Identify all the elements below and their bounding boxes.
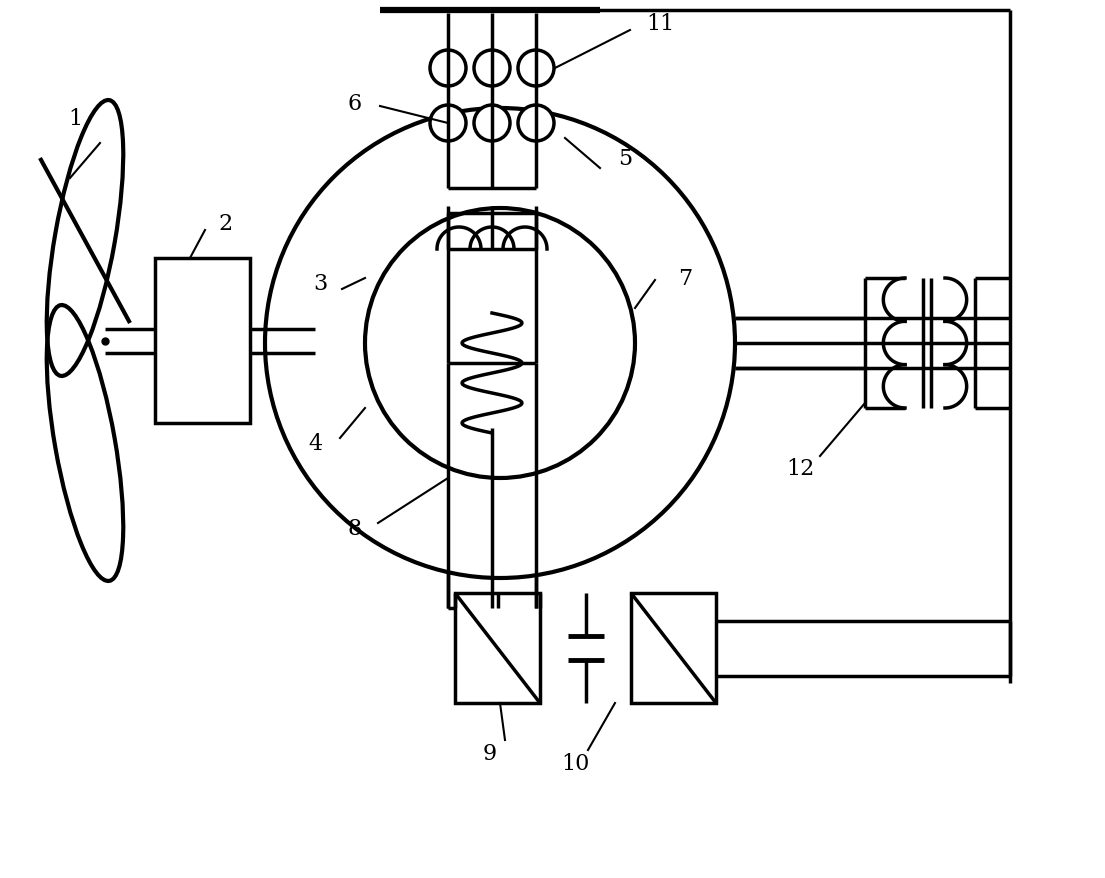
Circle shape [518,51,554,87]
Text: 8: 8 [348,517,362,539]
Text: 4: 4 [308,433,322,455]
Bar [631,594,716,703]
Text: 2: 2 [218,212,232,234]
Circle shape [474,51,511,87]
Text: 12: 12 [786,457,814,479]
Circle shape [430,106,466,142]
Bar [155,259,250,423]
Circle shape [474,106,511,142]
Circle shape [518,106,554,142]
Circle shape [430,51,466,87]
Text: 7: 7 [678,268,692,290]
Text: 1: 1 [67,108,82,130]
Bar [455,594,540,703]
Text: 6: 6 [348,93,362,115]
Text: 9: 9 [483,742,497,764]
Text: 3: 3 [313,273,327,295]
Text: 11: 11 [646,13,674,35]
Text: 5: 5 [618,148,632,169]
Text: 10: 10 [561,752,589,774]
